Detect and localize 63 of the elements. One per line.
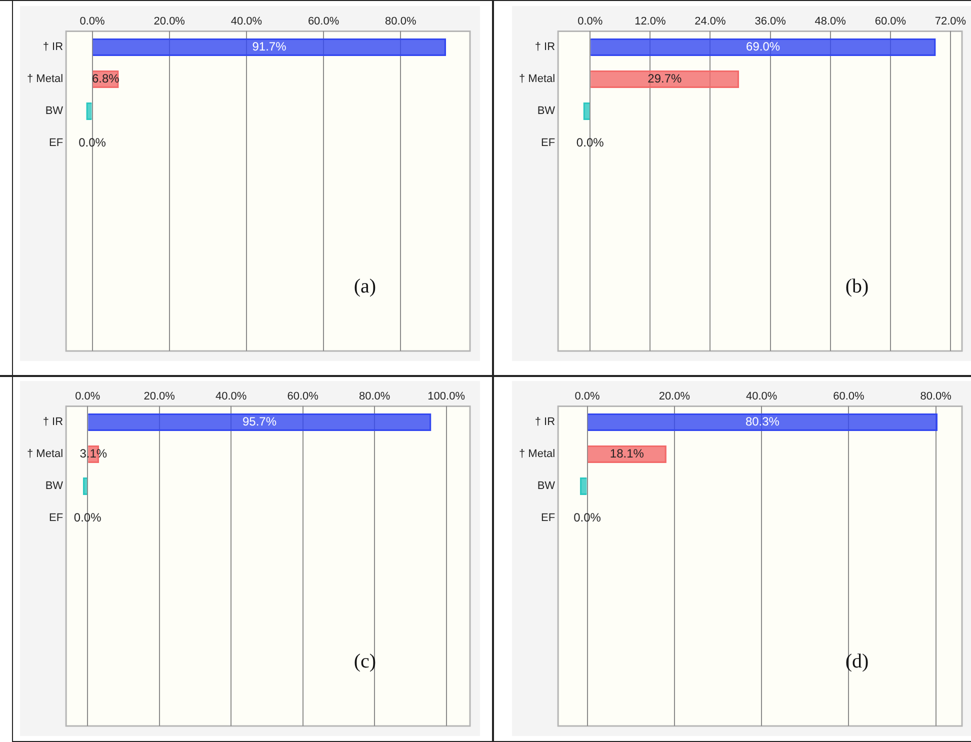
x-tick-label: 60.0%: [833, 390, 865, 403]
y-tick-label: BW: [45, 105, 64, 118]
x-tick-label: 60.0%: [287, 390, 319, 403]
y-tick-label: † IR: [534, 416, 556, 428]
x-tick-label: 40.0%: [746, 390, 778, 403]
x-tick-label: 0.0%: [578, 16, 603, 28]
x-tick-label: 100.0%: [428, 390, 466, 403]
y-tick-label: BW: [45, 480, 64, 492]
text: (a): [354, 275, 376, 298]
y-tick-label: † IR: [534, 41, 556, 54]
y-tick-label: † IR: [42, 41, 64, 54]
text: (d): [845, 650, 869, 672]
bar: [88, 413, 432, 432]
bar: [590, 38, 936, 56]
data-label: 6.8%: [92, 71, 120, 86]
text: (b): [845, 275, 869, 298]
x-tick-label: 48.0%: [814, 16, 846, 28]
x-tick-label: 80.0%: [920, 390, 952, 403]
bar: [588, 413, 938, 432]
x-tick-label: 72.0%: [934, 16, 966, 28]
data-label: 69.0%: [746, 40, 780, 54]
x-tick-label: 0.0%: [574, 390, 600, 403]
data-label: 0.0%: [576, 135, 604, 150]
y-tick-label: † IR: [42, 416, 64, 428]
x-tick-label: 20.0%: [144, 390, 176, 403]
x-tick-label: 24.0%: [694, 16, 726, 28]
bar: [580, 477, 587, 495]
bar: [92, 38, 446, 56]
y-tick-label: † Metal: [26, 73, 64, 86]
x-tick-label: 12.0%: [634, 16, 666, 28]
y-tick-label: † Metal: [518, 73, 556, 86]
x-tick-label: 80.0%: [385, 16, 416, 28]
data-label: 80.3%: [745, 414, 780, 429]
x-tick-label: 36.0%: [754, 16, 786, 28]
bar: [86, 102, 92, 120]
data-label: 95.7%: [242, 414, 277, 429]
y-tick-label: BW: [537, 105, 556, 118]
data-label: 18.1%: [610, 446, 644, 460]
data-label: 29.7%: [648, 71, 682, 86]
x-tick-label: 40.0%: [230, 16, 262, 28]
text: (c): [354, 650, 376, 672]
y-tick-label: EF: [541, 512, 556, 524]
y-tick-label: BW: [537, 480, 556, 492]
bar: [82, 477, 88, 495]
bar: [590, 70, 740, 88]
x-tick-label: 60.0%: [874, 16, 906, 28]
x-tick-label: 0.0%: [75, 390, 100, 403]
x-tick-label: 20.0%: [154, 16, 186, 28]
x-tick-label: 60.0%: [308, 16, 340, 28]
x-tick-label: 80.0%: [358, 390, 390, 403]
data-label: 0.0%: [78, 135, 106, 150]
data-label: 0.0%: [74, 510, 102, 524]
y-tick-label: † Metal: [518, 448, 556, 460]
data-label: 91.7%: [252, 40, 287, 54]
y-tick-label: EF: [49, 137, 64, 150]
x-tick-label: 0.0%: [80, 16, 106, 28]
x-tick-label: 40.0%: [215, 390, 247, 403]
y-tick-label: † Metal: [26, 448, 64, 460]
y-tick-label: EF: [541, 137, 556, 150]
y-tick-label: EF: [49, 512, 64, 524]
x-tick-label: 20.0%: [658, 390, 690, 403]
data-label: 0.0%: [574, 510, 602, 524]
bar: [583, 102, 590, 120]
